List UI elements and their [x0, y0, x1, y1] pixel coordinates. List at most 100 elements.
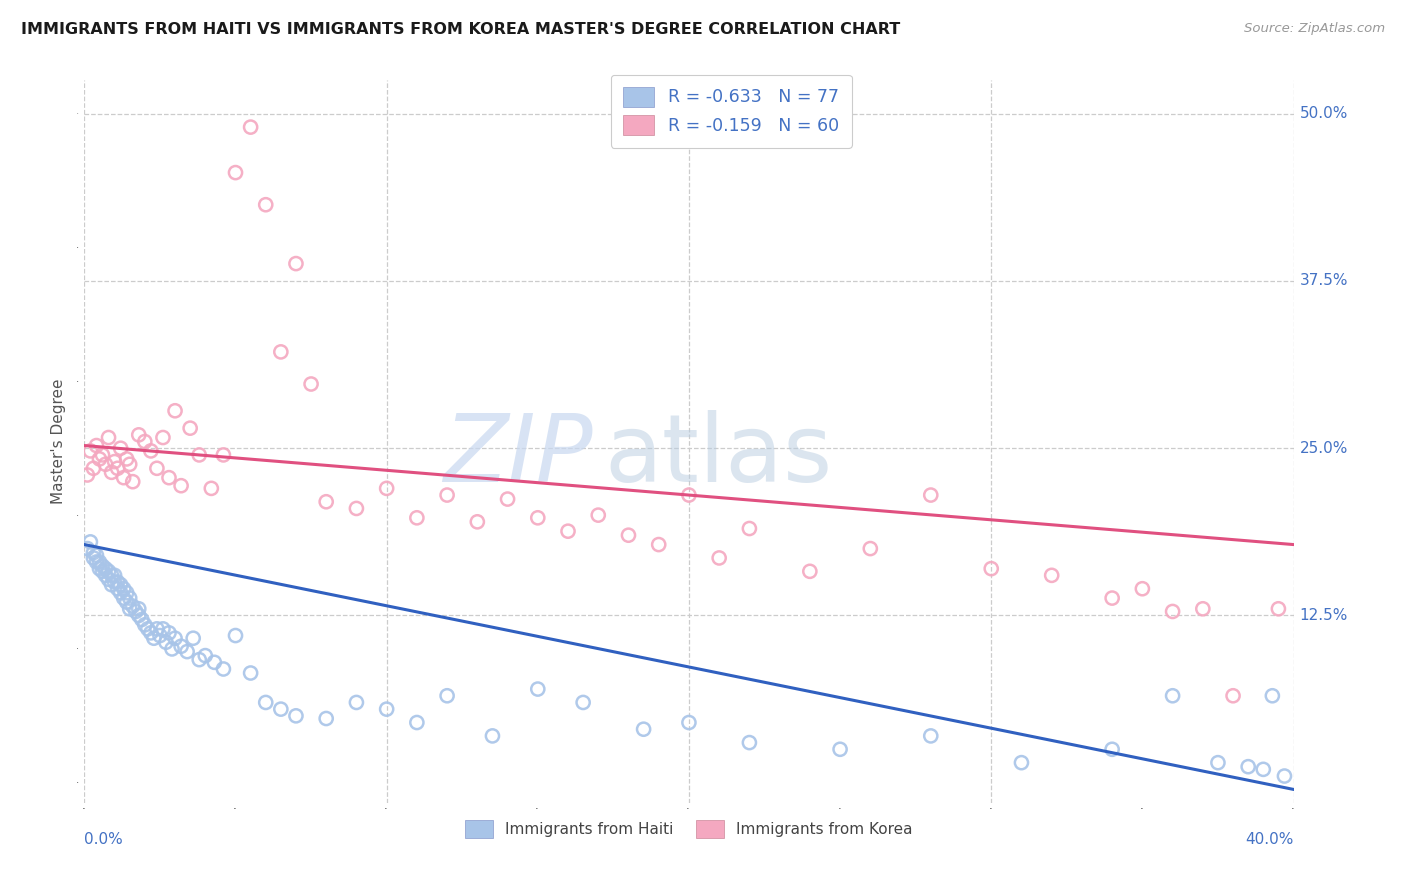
- Point: [146, 622, 169, 636]
- Point: [97, 573, 120, 587]
- Point: [799, 565, 821, 579]
- Point: [112, 582, 135, 596]
- Point: [82, 461, 104, 475]
- Point: [1011, 756, 1033, 770]
- Point: [128, 602, 150, 616]
- Point: [118, 591, 141, 606]
- Point: [1237, 760, 1260, 774]
- Point: [1040, 568, 1063, 582]
- Point: [149, 628, 172, 642]
- Text: 25.0%: 25.0%: [1299, 441, 1348, 456]
- Point: [170, 478, 193, 492]
- Point: [91, 448, 114, 462]
- Point: [315, 712, 337, 726]
- Point: [146, 461, 169, 475]
- Point: [86, 439, 108, 453]
- Point: [678, 715, 700, 730]
- Point: [82, 546, 104, 560]
- Point: [1101, 742, 1123, 756]
- Point: [1267, 602, 1289, 616]
- Point: [112, 471, 135, 485]
- Point: [104, 455, 127, 469]
- Point: [86, 555, 108, 569]
- Point: [738, 735, 761, 749]
- Point: [134, 617, 156, 632]
- Point: [467, 515, 489, 529]
- Point: [346, 696, 368, 710]
- Point: [121, 475, 143, 489]
- Text: 37.5%: 37.5%: [1299, 274, 1348, 288]
- Point: [270, 344, 292, 359]
- Point: [254, 198, 277, 212]
- Point: [160, 642, 183, 657]
- Point: [1253, 762, 1275, 776]
- Point: [481, 729, 503, 743]
- Point: [920, 488, 942, 502]
- Point: [181, 632, 204, 646]
- Point: [617, 528, 640, 542]
- Point: [94, 568, 117, 582]
- Text: atlas: atlas: [605, 410, 832, 502]
- Point: [436, 488, 458, 502]
- Point: [830, 742, 852, 756]
- Point: [115, 595, 138, 609]
- Point: [633, 723, 655, 737]
- Point: [980, 562, 1002, 576]
- Point: [375, 482, 398, 496]
- Text: 50.0%: 50.0%: [1299, 106, 1348, 121]
- Point: [107, 575, 129, 590]
- Point: [134, 434, 156, 449]
- Point: [115, 451, 138, 466]
- Point: [118, 458, 141, 472]
- Point: [142, 632, 165, 646]
- Point: [139, 626, 162, 640]
- Point: [107, 461, 129, 475]
- Point: [572, 696, 595, 710]
- Point: [315, 494, 337, 508]
- Point: [225, 166, 247, 180]
- Point: [86, 548, 108, 563]
- Point: [859, 541, 882, 556]
- Point: [239, 120, 262, 135]
- Point: [94, 562, 117, 576]
- Point: [738, 521, 761, 535]
- Text: IMMIGRANTS FROM HAITI VS IMMIGRANTS FROM KOREA MASTER'S DEGREE CORRELATION CHART: IMMIGRANTS FROM HAITI VS IMMIGRANTS FROM…: [21, 22, 900, 37]
- Point: [152, 622, 174, 636]
- Point: [179, 421, 201, 435]
- Point: [202, 655, 225, 669]
- Point: [1161, 605, 1184, 619]
- Point: [110, 578, 132, 592]
- Point: [89, 555, 111, 569]
- Point: [118, 602, 141, 616]
- Point: [285, 257, 308, 271]
- Text: 12.5%: 12.5%: [1299, 608, 1348, 623]
- Point: [110, 586, 132, 600]
- Point: [285, 708, 308, 723]
- Point: [1222, 689, 1244, 703]
- Point: [1101, 591, 1123, 606]
- Point: [100, 578, 122, 592]
- Point: [91, 558, 114, 574]
- Legend: Immigrants from Haiti, Immigrants from Korea: Immigrants from Haiti, Immigrants from K…: [458, 813, 920, 846]
- Point: [346, 501, 368, 516]
- Point: [270, 702, 292, 716]
- Point: [496, 492, 519, 507]
- Point: [128, 608, 150, 623]
- Point: [406, 510, 429, 524]
- Point: [299, 376, 322, 391]
- Point: [94, 458, 117, 472]
- Y-axis label: Master's Degree: Master's Degree: [51, 379, 66, 504]
- Point: [194, 648, 217, 663]
- Point: [254, 696, 277, 710]
- Point: [125, 605, 148, 619]
- Point: [1192, 602, 1215, 616]
- Point: [107, 582, 129, 596]
- Text: 0.0%: 0.0%: [84, 831, 124, 847]
- Point: [139, 444, 162, 458]
- Point: [76, 467, 98, 482]
- Point: [527, 510, 550, 524]
- Point: [136, 622, 159, 636]
- Point: [76, 541, 98, 556]
- Point: [112, 591, 135, 606]
- Point: [97, 565, 120, 579]
